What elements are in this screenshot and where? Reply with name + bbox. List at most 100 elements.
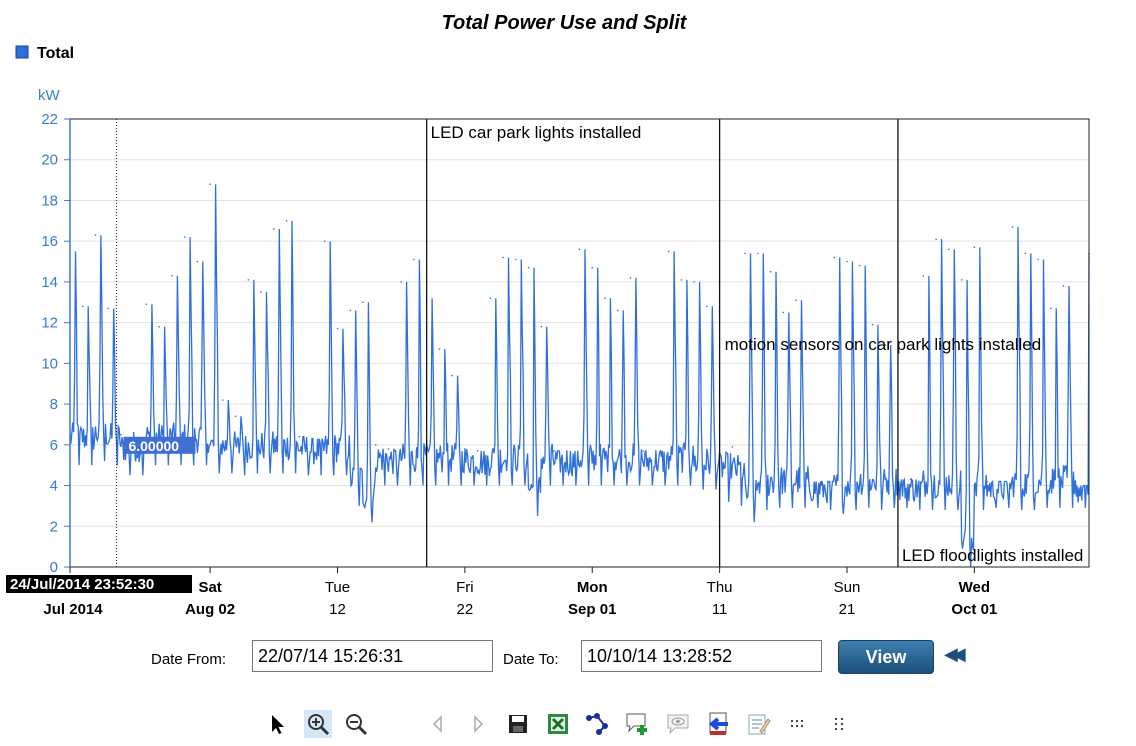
grid-large-icon[interactable] [826,710,854,738]
daily-peak-point [807,480,810,483]
daily-peak-point [591,266,594,269]
pointer-icon[interactable] [264,710,292,738]
daily-peak-point [387,448,390,450]
y-tick-label: 4 [50,478,58,495]
annotation-label: LED car park lights installed [431,123,642,142]
daily-peak-point [553,450,555,452]
chart-title: Total Power Use and Split [442,12,688,34]
add-comment-icon[interactable] [624,710,652,738]
daily-peak-point [565,450,568,452]
daily-peak-point [604,297,606,300]
x-tick-label-bottom: 11 [712,601,728,618]
daily-peak-point [667,250,670,253]
cursor-value-box [123,436,196,454]
daily-peak-point [107,307,110,310]
cursor[interactable]: 6.00000 24/Jul/2014 23:52:30 [6,119,196,593]
cursor-datetime-label: 24/Jul/2014 23:52:30 [10,576,154,593]
daily-peak-point [209,183,211,185]
excel-export-icon[interactable] [544,710,572,738]
y-axis-label: kW [38,87,61,104]
daily-peak-point [362,301,364,304]
y-tick-label: 12 [41,315,58,332]
connect-points-icon[interactable] [584,710,612,738]
daily-peak-point [948,248,950,251]
x-tick-label-bottom: 22 [457,601,474,618]
daily-peak-point [973,246,976,249]
daily-peak-point [833,256,836,259]
cursor-value-label: 6.00000 [128,438,179,454]
daily-peak-point [616,309,619,312]
daily-peak-point [693,281,695,283]
daily-peak-point [413,258,415,261]
series-total [69,183,1090,568]
daily-peak-point [871,323,874,326]
annotation-label: motion sensors on car park lights instal… [725,335,1042,354]
daily-peak-point [846,260,848,263]
daily-peak-point [260,291,262,293]
grid-small-icon[interactable] [784,710,812,738]
x-tick-label-bottom: Oct 01 [951,601,997,618]
legend-swatch [15,45,29,59]
x-tick-label-bottom: Sep 01 [568,601,616,618]
y-axis-ticks: 0 2 4 6 8 10 12 14 16 18 20 22 [41,111,70,576]
annotation-label: LED floodlights installed [902,546,1083,565]
date-to-input[interactable] [581,640,822,672]
date-range-controls: Date From: Date To: View ◀◀ [0,638,1136,678]
cursor-datetime-box [6,575,192,593]
daily-peak-point [858,264,861,267]
zoom-in-icon[interactable] [304,710,332,738]
daily-peak-point [642,450,644,452]
daily-peak-point [820,480,823,483]
date-to-label: Date To: [503,651,559,668]
daily-peak-point [438,348,441,350]
daily-peak-point [999,480,1001,483]
view-button[interactable]: View [838,640,934,674]
y-tick-label: 0 [50,559,58,576]
y-tick-label: 22 [41,111,58,128]
daily-peak-point [922,275,925,277]
daily-peak-point [502,256,504,259]
y-tick-label: 14 [41,274,58,291]
daily-peak-point [1037,258,1039,261]
daily-peak-point [986,480,988,483]
daily-peak-point [323,240,326,242]
edit-notes-icon[interactable] [744,710,772,738]
x-tick-label-top: Tue [325,579,350,596]
daily-peak-point [94,234,97,236]
daily-peak-point [782,311,785,314]
daily-peak-point [464,448,466,450]
x-tick-label-bottom: Aug 02 [185,601,235,618]
daily-peak-point [655,450,657,452]
y-tick-label: 2 [50,518,58,535]
y-tick-label: 10 [41,355,58,372]
legend-label-total: Total [37,45,74,62]
daily-peak-point [285,220,288,222]
rewind-icon[interactable]: ◀◀ [944,644,966,664]
view-comments-icon[interactable] [664,710,692,738]
next-icon[interactable] [464,710,492,738]
y-tick-label: 20 [41,152,58,169]
daily-peak-point [247,279,250,281]
daily-peak-point [540,325,543,328]
zoom-out-icon[interactable] [342,710,370,738]
power-chart: Total Power Use and Split Total kW 0 2 4 6 8… [6,12,1090,618]
daily-peak-point [132,431,135,434]
save-icon[interactable] [504,710,532,738]
daily-peak-point [171,275,173,277]
daily-peak-point [515,258,517,261]
previous-icon[interactable] [424,710,452,738]
daily-peak-point [527,266,530,269]
date-from-input[interactable] [252,640,493,672]
chart-toolbar [262,708,862,744]
daily-peak-point [489,297,492,300]
daily-peak-point [578,248,581,251]
daily-peak-point [706,305,708,308]
daily-peak-point [1024,252,1027,255]
x-tick-label-top: Mon [577,579,608,596]
y-tick-label: 18 [41,192,58,209]
import-icon[interactable] [704,710,732,738]
daily-peak-point [935,238,937,240]
legend[interactable]: Total [15,45,74,62]
x-axis-ticks: Jul 2014 Sat Aug 02 Tue 12 Fri 22 Mon Sep 01 Thu 1… [43,567,997,618]
daily-peak-point [234,415,237,418]
